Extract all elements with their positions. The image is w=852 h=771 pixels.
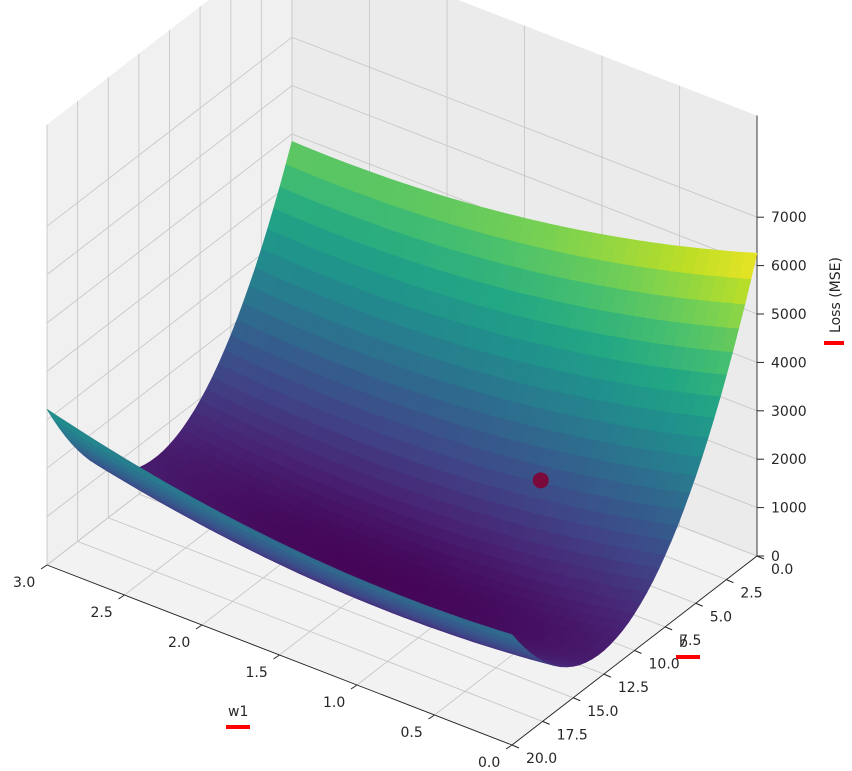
x-tick — [273, 654, 280, 660]
x-tick — [428, 714, 435, 720]
x-tick — [118, 594, 125, 600]
y-tick-label: 20.0 — [526, 751, 557, 767]
x-axis-label: w1 — [228, 704, 248, 720]
x-tick-label: 1.0 — [323, 695, 345, 711]
x-tick — [505, 744, 513, 750]
x-tick-label: 1.5 — [246, 665, 268, 681]
y-tick — [542, 720, 550, 725]
y-tick-label: 0.0 — [771, 562, 793, 578]
surface-patch — [499, 630, 520, 643]
z-tick-label: 6000 — [771, 259, 807, 275]
annotations — [226, 341, 844, 729]
y-tick-label: 5.0 — [710, 609, 732, 625]
y-tick — [664, 626, 673, 631]
y-tick-label: 17.5 — [557, 727, 588, 743]
y-tick — [634, 650, 642, 654]
y-tick-label: 12.5 — [618, 680, 649, 696]
x-tick-label: 3.0 — [13, 575, 35, 591]
y-tick — [726, 579, 734, 584]
y-tick — [573, 697, 581, 702]
y-tick — [511, 744, 520, 749]
marked-points — [532, 472, 549, 489]
x-tick — [195, 624, 203, 630]
axis-labels: w1 b Loss (MSE) — [228, 257, 844, 720]
marked-point — [532, 472, 549, 489]
y-axis-label: b — [679, 635, 688, 651]
x-tick — [40, 564, 48, 570]
grid-line-z-7 — [46, 36, 758, 227]
grid-line-z-6 — [46, 85, 758, 275]
z-tick-label: 0 — [771, 549, 780, 565]
loss-surface — [46, 140, 758, 668]
y-tick — [695, 602, 703, 607]
z-tick-label: 3000 — [771, 404, 807, 420]
z-tick-label: 2000 — [771, 452, 807, 468]
y-tick-label: 2.5 — [740, 586, 762, 602]
y-tick — [603, 673, 612, 678]
x-tick-label: 0.5 — [401, 725, 423, 741]
y-tick-label: 10.0 — [649, 657, 680, 673]
z-tick-label: 7000 — [771, 210, 807, 226]
y-tick-label: 7.5 — [679, 633, 701, 649]
z-tick-label: 1000 — [771, 501, 807, 517]
x-tick-label: 0.0 — [478, 755, 500, 771]
z-tick-label: 4000 — [771, 355, 807, 371]
x-tick-label: 2.0 — [168, 635, 190, 651]
x-tick — [350, 684, 358, 690]
z-axis-label: Loss (MSE) — [828, 257, 844, 333]
x-tick-label: 2.5 — [91, 605, 113, 621]
y-tick-label: 15.0 — [587, 704, 618, 720]
z-tick-label: 5000 — [771, 307, 807, 323]
axis-ticks: 0.0 0.5 1.0 1.5 2.0 2.5 3.0 0.0 2.5 5.0 7.5 10.012.… — [13, 210, 807, 771]
